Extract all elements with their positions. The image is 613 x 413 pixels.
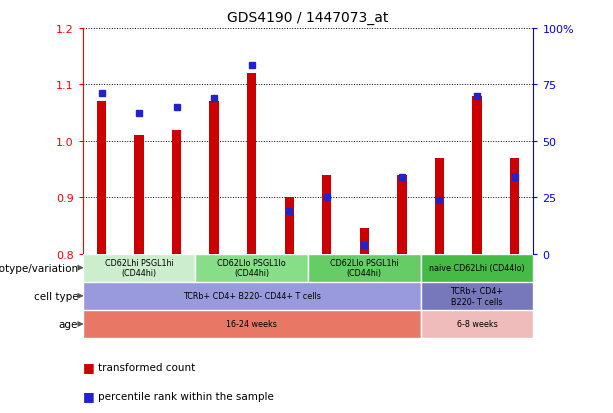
Text: cell type: cell type	[34, 291, 78, 301]
Text: 16-24 weeks: 16-24 weeks	[226, 320, 277, 329]
Bar	[421, 310, 533, 338]
Text: genotype/variation: genotype/variation	[0, 263, 78, 273]
Bar	[360, 229, 369, 254]
Bar	[284, 198, 294, 254]
Text: ■: ■	[83, 389, 94, 403]
Text: TCRb+ CD4+ B220- CD44+ T cells: TCRb+ CD4+ B220- CD44+ T cells	[183, 292, 321, 301]
Bar	[134, 136, 144, 254]
Text: CD62Llo PSGL1hi
(CD44hi): CD62Llo PSGL1hi (CD44hi)	[330, 259, 398, 278]
Bar	[97, 102, 106, 254]
Bar	[421, 282, 533, 310]
Text: transformed count: transformed count	[98, 362, 196, 372]
Bar	[196, 254, 308, 282]
Text: naive CD62Lhi (CD44lo): naive CD62Lhi (CD44lo)	[429, 263, 525, 273]
Bar	[83, 282, 421, 310]
Text: TCRb+ CD4+
B220- T cells: TCRb+ CD4+ B220- T cells	[451, 287, 503, 306]
Text: age: age	[59, 319, 78, 329]
Bar	[435, 158, 444, 254]
Text: ■: ■	[83, 361, 94, 374]
Title: GDS4190 / 1447073_at: GDS4190 / 1447073_at	[227, 11, 389, 25]
Text: CD62Lhi PSGL1hi
(CD44hi): CD62Lhi PSGL1hi (CD44hi)	[105, 259, 173, 278]
Text: CD62Llo PSGL1lo
(CD44hi): CD62Llo PSGL1lo (CD44hi)	[218, 259, 286, 278]
Text: 6-8 weeks: 6-8 weeks	[457, 320, 497, 329]
Bar	[308, 254, 421, 282]
Bar	[83, 310, 421, 338]
Bar	[322, 175, 332, 254]
Text: percentile rank within the sample: percentile rank within the sample	[98, 391, 274, 401]
Bar	[397, 175, 406, 254]
Bar	[510, 158, 519, 254]
Bar	[210, 102, 219, 254]
Bar	[172, 130, 181, 254]
Bar	[421, 254, 533, 282]
Bar	[472, 97, 482, 254]
Bar	[83, 254, 196, 282]
Bar	[247, 74, 256, 254]
